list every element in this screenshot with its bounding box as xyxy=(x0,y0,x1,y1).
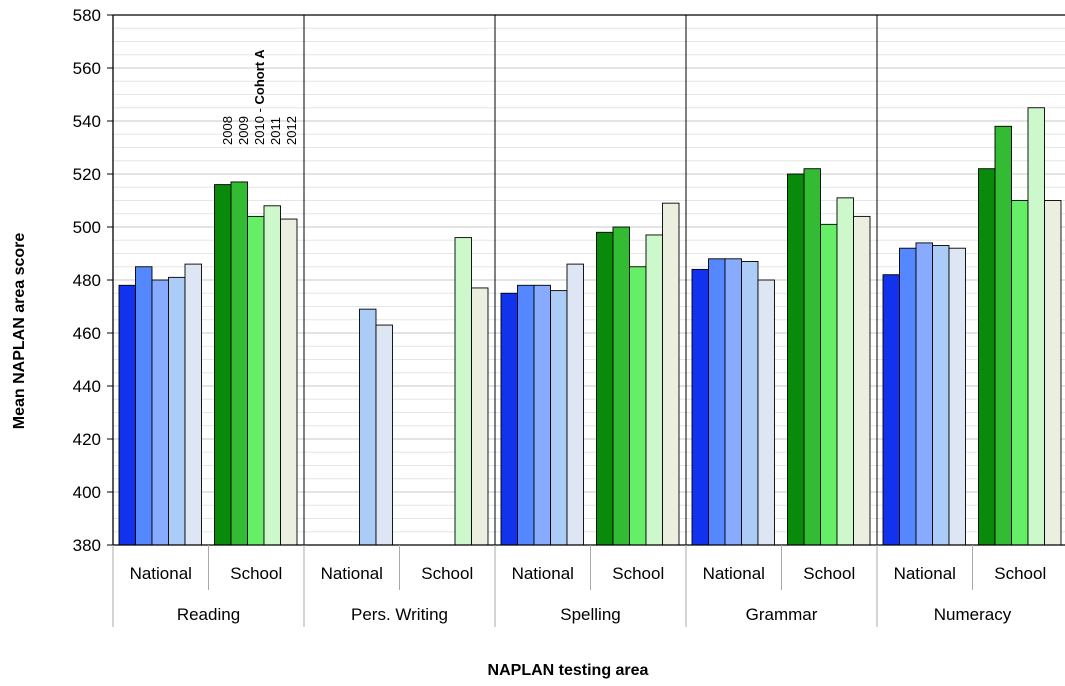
bar-spelling-national-2010 xyxy=(533,284,551,546)
y-tick-label: 400 xyxy=(73,483,101,502)
x-subgroup-label: School xyxy=(803,564,855,583)
x-axis-title: NAPLAN testing area xyxy=(488,662,649,679)
x-axis-categories: National School Reading National School Pers.… xyxy=(112,545,1046,627)
bar-numeracy-national-2008 xyxy=(882,274,900,546)
bar-grammar-school-2010 xyxy=(820,223,838,546)
bar-grammar-national-2008 xyxy=(691,268,709,546)
bar-spelling-national-2011 xyxy=(550,290,568,546)
bar-grammar-school-2011 xyxy=(836,197,854,546)
x-group-label: Numeracy xyxy=(934,605,1012,624)
bar-reading-school-2008 xyxy=(214,184,232,546)
bar-reading-national-2012 xyxy=(184,263,202,546)
bar-grammar-school-2009 xyxy=(803,168,821,546)
bar-reading-national-2011 xyxy=(168,276,186,546)
x-subgroup-label: School xyxy=(612,564,664,583)
bar-reading-school-2012 xyxy=(280,218,298,546)
x-group-label: Grammar xyxy=(746,605,818,624)
bar-numeracy-school-2011 xyxy=(1027,107,1045,546)
bar-numeracy-national-2010 xyxy=(915,242,933,546)
x-subgroup-label: National xyxy=(321,564,383,583)
y-tick-label: 480 xyxy=(73,271,101,290)
y-tick-label: 460 xyxy=(73,324,101,343)
x-subgroup-label: National xyxy=(130,564,192,583)
bar-grammar-national-2009 xyxy=(708,258,726,546)
bar-grammar-school-2012 xyxy=(853,215,871,546)
y-tick-label: 380 xyxy=(73,536,101,555)
bar-spelling-school-2011 xyxy=(645,234,663,546)
bar-spelling-national-2009 xyxy=(517,284,535,546)
bar-numeracy-national-2011 xyxy=(932,245,950,546)
bar-numeracy-school-2012 xyxy=(1044,200,1062,546)
bar-numeracy-school-2010 xyxy=(1011,200,1029,546)
bar-spelling-school-2008 xyxy=(596,231,614,546)
bar-reading-school-2011 xyxy=(263,205,281,546)
bar-pers-writing-school-2012 xyxy=(471,287,489,546)
x-subgroup-label: National xyxy=(894,564,956,583)
bar-reading-school-2009 xyxy=(230,181,248,546)
bar-numeracy-national-2009 xyxy=(899,247,917,546)
x-group-label: Pers. Writing xyxy=(351,605,448,624)
bar-reading-national-2009 xyxy=(135,266,153,546)
bar-spelling-school-2012 xyxy=(662,202,680,546)
y-tick-label: 540 xyxy=(73,112,101,131)
bar-numeracy-national-2012 xyxy=(948,247,966,546)
series-label: 2011 xyxy=(268,117,283,145)
x-subgroup-label: School xyxy=(421,564,473,583)
bar-spelling-national-2008 xyxy=(500,292,518,546)
y-tick-label: 500 xyxy=(73,218,101,237)
bar-spelling-school-2010 xyxy=(629,266,647,546)
x-group-label: Reading xyxy=(177,605,240,624)
x-subgroup-label: National xyxy=(703,564,765,583)
bar-pers-writing-school-2011 xyxy=(454,237,472,546)
plot-frame xyxy=(112,14,1065,546)
bar-spelling-school-2009 xyxy=(612,226,630,546)
bar-reading-national-2008 xyxy=(118,284,136,546)
y-tick-label: 560 xyxy=(73,59,101,78)
bar-grammar-national-2011 xyxy=(741,261,759,546)
x-subgroup-label: School xyxy=(230,564,282,583)
bar-grammar-national-2010 xyxy=(724,258,742,546)
x-group-label: Spelling xyxy=(560,605,621,624)
y-axis-ticks: 380 400 420 440 460 480 500 520 540 560 580 xyxy=(73,6,113,555)
y-tick-label: 520 xyxy=(73,165,101,184)
bar-pers-writing-national-2012 xyxy=(375,324,393,546)
y-axis-title: Mean NAPLAN area score xyxy=(11,233,28,430)
x-subgroup-label: National xyxy=(512,564,574,583)
y-tick-label: 420 xyxy=(73,430,101,449)
series-label: 2009 xyxy=(236,116,251,145)
bar-reading-school-2010 xyxy=(247,215,265,546)
x-subgroup-label: School xyxy=(994,564,1046,583)
y-tick-label: 440 xyxy=(73,377,101,396)
bars xyxy=(118,107,1062,546)
bar-pers-writing-national-2011 xyxy=(359,308,377,546)
series-label: 2012 xyxy=(284,116,299,145)
bar-numeracy-school-2009 xyxy=(994,125,1012,546)
bar-numeracy-school-2008 xyxy=(978,168,996,546)
bar-grammar-national-2012 xyxy=(757,279,775,546)
bar-spelling-national-2012 xyxy=(566,263,584,546)
series-label: 2010 - Cohort A xyxy=(252,49,267,145)
y-tick-label: 580 xyxy=(73,6,101,25)
bar-grammar-school-2008 xyxy=(787,173,805,546)
bar-reading-national-2010 xyxy=(151,279,169,546)
series-label: 2008 xyxy=(220,116,235,145)
